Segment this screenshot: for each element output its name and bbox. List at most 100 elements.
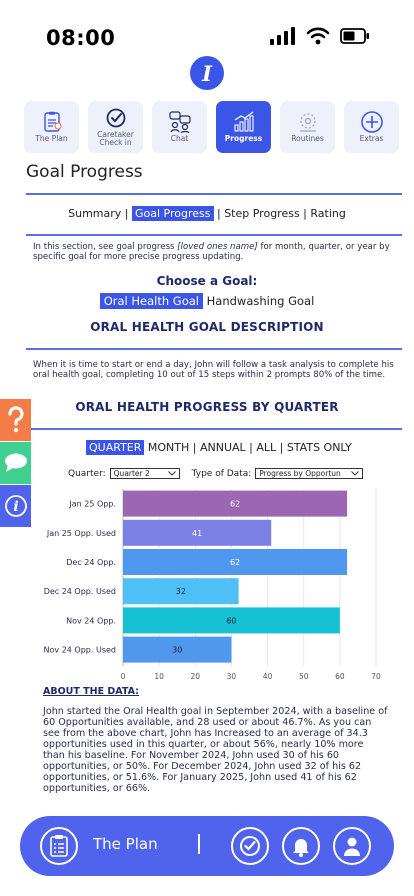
data-label: 62: [230, 558, 240, 567]
category-label: Nov 24 Opp.: [66, 616, 116, 625]
tab-progress[interactable]: Progress: [216, 101, 271, 153]
clipboard-list-icon: [50, 835, 68, 857]
profile-button[interactable]: [333, 827, 371, 865]
type-select-value: Progress by Opportun: [259, 469, 341, 478]
type-of-data-select[interactable]: Progress by Opportun: [255, 468, 364, 479]
x-tick-label: 40: [263, 672, 273, 681]
top-tabs: The Plan Caretaker Check in Chat Progres…: [24, 101, 399, 153]
tab-routines[interactable]: Routines: [280, 101, 335, 153]
bar-chart-icon: [231, 111, 257, 133]
tab-caretaker-check-in[interactable]: Caretaker Check in: [88, 101, 143, 153]
chart-bar: [123, 578, 239, 605]
help-button[interactable]: [0, 399, 31, 441]
x-tick-label: 60: [335, 672, 345, 681]
choose-goal-heading: Choose a Goal:: [156, 274, 258, 288]
goal-handwashing[interactable]: Handwashing Goal: [206, 294, 315, 308]
speech-bubble-icon: [4, 453, 27, 472]
check-in-button[interactable]: [231, 827, 269, 865]
data-label: 62: [230, 500, 240, 509]
info-icon: i: [4, 495, 27, 517]
chat-button[interactable]: [0, 442, 31, 484]
battery-icon: [340, 28, 369, 44]
wifi-icon: [306, 27, 330, 45]
goal-oral-health[interactable]: Oral Health Goal: [99, 293, 203, 309]
routines-icon: [295, 111, 321, 133]
category-label: Jan 25 Opp. Used: [46, 529, 116, 538]
subnav-summary[interactable]: Summary |: [68, 207, 129, 220]
data-label: 41: [192, 529, 202, 538]
x-tick-label: 20: [191, 672, 201, 681]
progress-bar-chart: 0 10 20 30 40 50 60 70 Jan 25 Opp. 62 Jan 25 Opp. …: [44, 489, 381, 681]
bottom-bar: The Plan: [20, 816, 394, 876]
tab-label: Caretaker Check in: [97, 129, 134, 147]
progress-heading: ORAL HEALTH PROGRESS BY QUARTER: [75, 400, 339, 414]
page-title: Goal Progress: [26, 162, 143, 182]
x-tick-label: 0: [121, 672, 126, 681]
quarter-select-value: Quarter 2: [113, 469, 150, 478]
chevron-down-icon: [167, 471, 176, 476]
chat-people-icon: [167, 111, 193, 133]
chart-bar: [123, 636, 232, 663]
chart-bar: [123, 490, 348, 517]
divider: [26, 234, 402, 236]
check-circle-icon: [103, 107, 129, 129]
chart-bar: [123, 607, 340, 634]
info-button[interactable]: i: [0, 485, 31, 527]
quarter-select[interactable]: Quarter 2: [109, 468, 180, 479]
sub-navigation: Summary | Goal Progress | Step Progress …: [0, 206, 414, 221]
app-logo: I: [190, 56, 224, 90]
tab-chat[interactable]: Chat: [152, 101, 207, 153]
check-circle-icon: [240, 836, 260, 856]
filters: Quarter: Quarter 2 Type of Data: Progres…: [68, 468, 364, 479]
loved-one-placeholder: [loved ones name]: [177, 242, 258, 252]
signal-icon: [270, 27, 295, 45]
question-icon: [7, 406, 24, 433]
view-quarter[interactable]: QUARTER: [86, 440, 145, 455]
tab-label: The Plan: [35, 133, 68, 143]
about-text: John started the Oral Health goal in Sep…: [43, 706, 388, 795]
quarter-label: Quarter:: [68, 468, 106, 479]
svg-text:i: i: [13, 499, 18, 515]
about-heading: ABOUT THE DATA:: [43, 686, 139, 697]
x-tick-label: 50: [299, 672, 309, 681]
x-tick-label: 30: [227, 672, 237, 681]
category-label: Jan 25 Opp.: [68, 500, 116, 509]
plan-button[interactable]: [40, 827, 78, 865]
chevron-down-icon: [351, 471, 360, 476]
data-label: 60: [226, 616, 236, 625]
type-of-data-label: Type of Data:: [191, 468, 252, 479]
goal-description: When it is time to start or end a day, J…: [33, 360, 394, 381]
category-label: Dec 24 Opp. Used: [44, 587, 116, 596]
divider: [26, 428, 402, 430]
tab-label: Routines: [291, 133, 324, 143]
subnav-goal-progress[interactable]: Goal Progress: [132, 206, 214, 221]
tab-label: Chat: [170, 133, 189, 143]
category-label: Nov 24 Opp. Used: [44, 646, 116, 655]
tab-extras[interactable]: Extras: [344, 101, 399, 153]
bottom-bar-label[interactable]: The Plan: [93, 835, 158, 853]
view-selector: QUARTER MONTH | ANNUAL | ALL | STATS ONL…: [86, 440, 352, 455]
view-other-options[interactable]: MONTH | ANNUAL | ALL | STATS ONLY: [147, 441, 352, 454]
chart-bar: [123, 519, 272, 546]
chart-bar: [123, 549, 348, 575]
x-tick-label: 10: [154, 672, 164, 681]
notifications-button[interactable]: [282, 827, 320, 865]
status-icons: [270, 27, 370, 45]
data-label: 30: [172, 646, 182, 655]
status-time: 08:00: [46, 26, 116, 50]
divider: [26, 348, 402, 350]
tab-label: Extras: [359, 133, 384, 143]
goal-description-heading: ORAL HEALTH GOAL DESCRIPTION: [90, 320, 324, 334]
data-label: 32: [176, 587, 186, 596]
subnav-step-progress-rating[interactable]: | Step Progress | Rating: [217, 207, 346, 220]
x-tick-label: 70: [371, 672, 381, 681]
intro-text: In this section, see goal progress [love…: [33, 242, 390, 263]
separator: [198, 834, 200, 854]
tab-label: Progress: [224, 133, 263, 143]
tab-the-plan[interactable]: The Plan: [24, 101, 79, 153]
bell-icon: [293, 839, 309, 857]
category-label: Dec 24 Opp.: [66, 558, 116, 567]
goal-options: Oral Health Goal Handwashing Goal: [0, 293, 414, 309]
plus-circle-icon: [359, 111, 385, 133]
divider: [26, 193, 402, 195]
